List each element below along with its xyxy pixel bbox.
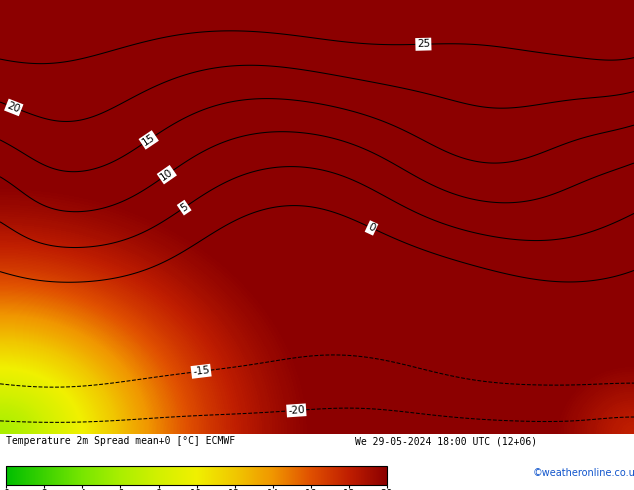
Text: ©weatheronline.co.uk: ©weatheronline.co.uk <box>533 468 634 478</box>
Text: 20: 20 <box>6 100 22 115</box>
Text: 10: 10 <box>158 167 175 183</box>
Text: -20: -20 <box>288 405 305 416</box>
Text: We 29-05-2024 18:00 UTC (12+06): We 29-05-2024 18:00 UTC (12+06) <box>355 437 537 446</box>
Text: 0: 0 <box>366 222 377 234</box>
Text: 25: 25 <box>417 39 430 49</box>
Text: Temperature 2m Spread mean+0 [°C] ECMWF: Temperature 2m Spread mean+0 [°C] ECMWF <box>6 437 235 446</box>
Text: 5: 5 <box>179 201 190 214</box>
Text: -15: -15 <box>192 365 210 377</box>
Text: 15: 15 <box>140 132 157 148</box>
